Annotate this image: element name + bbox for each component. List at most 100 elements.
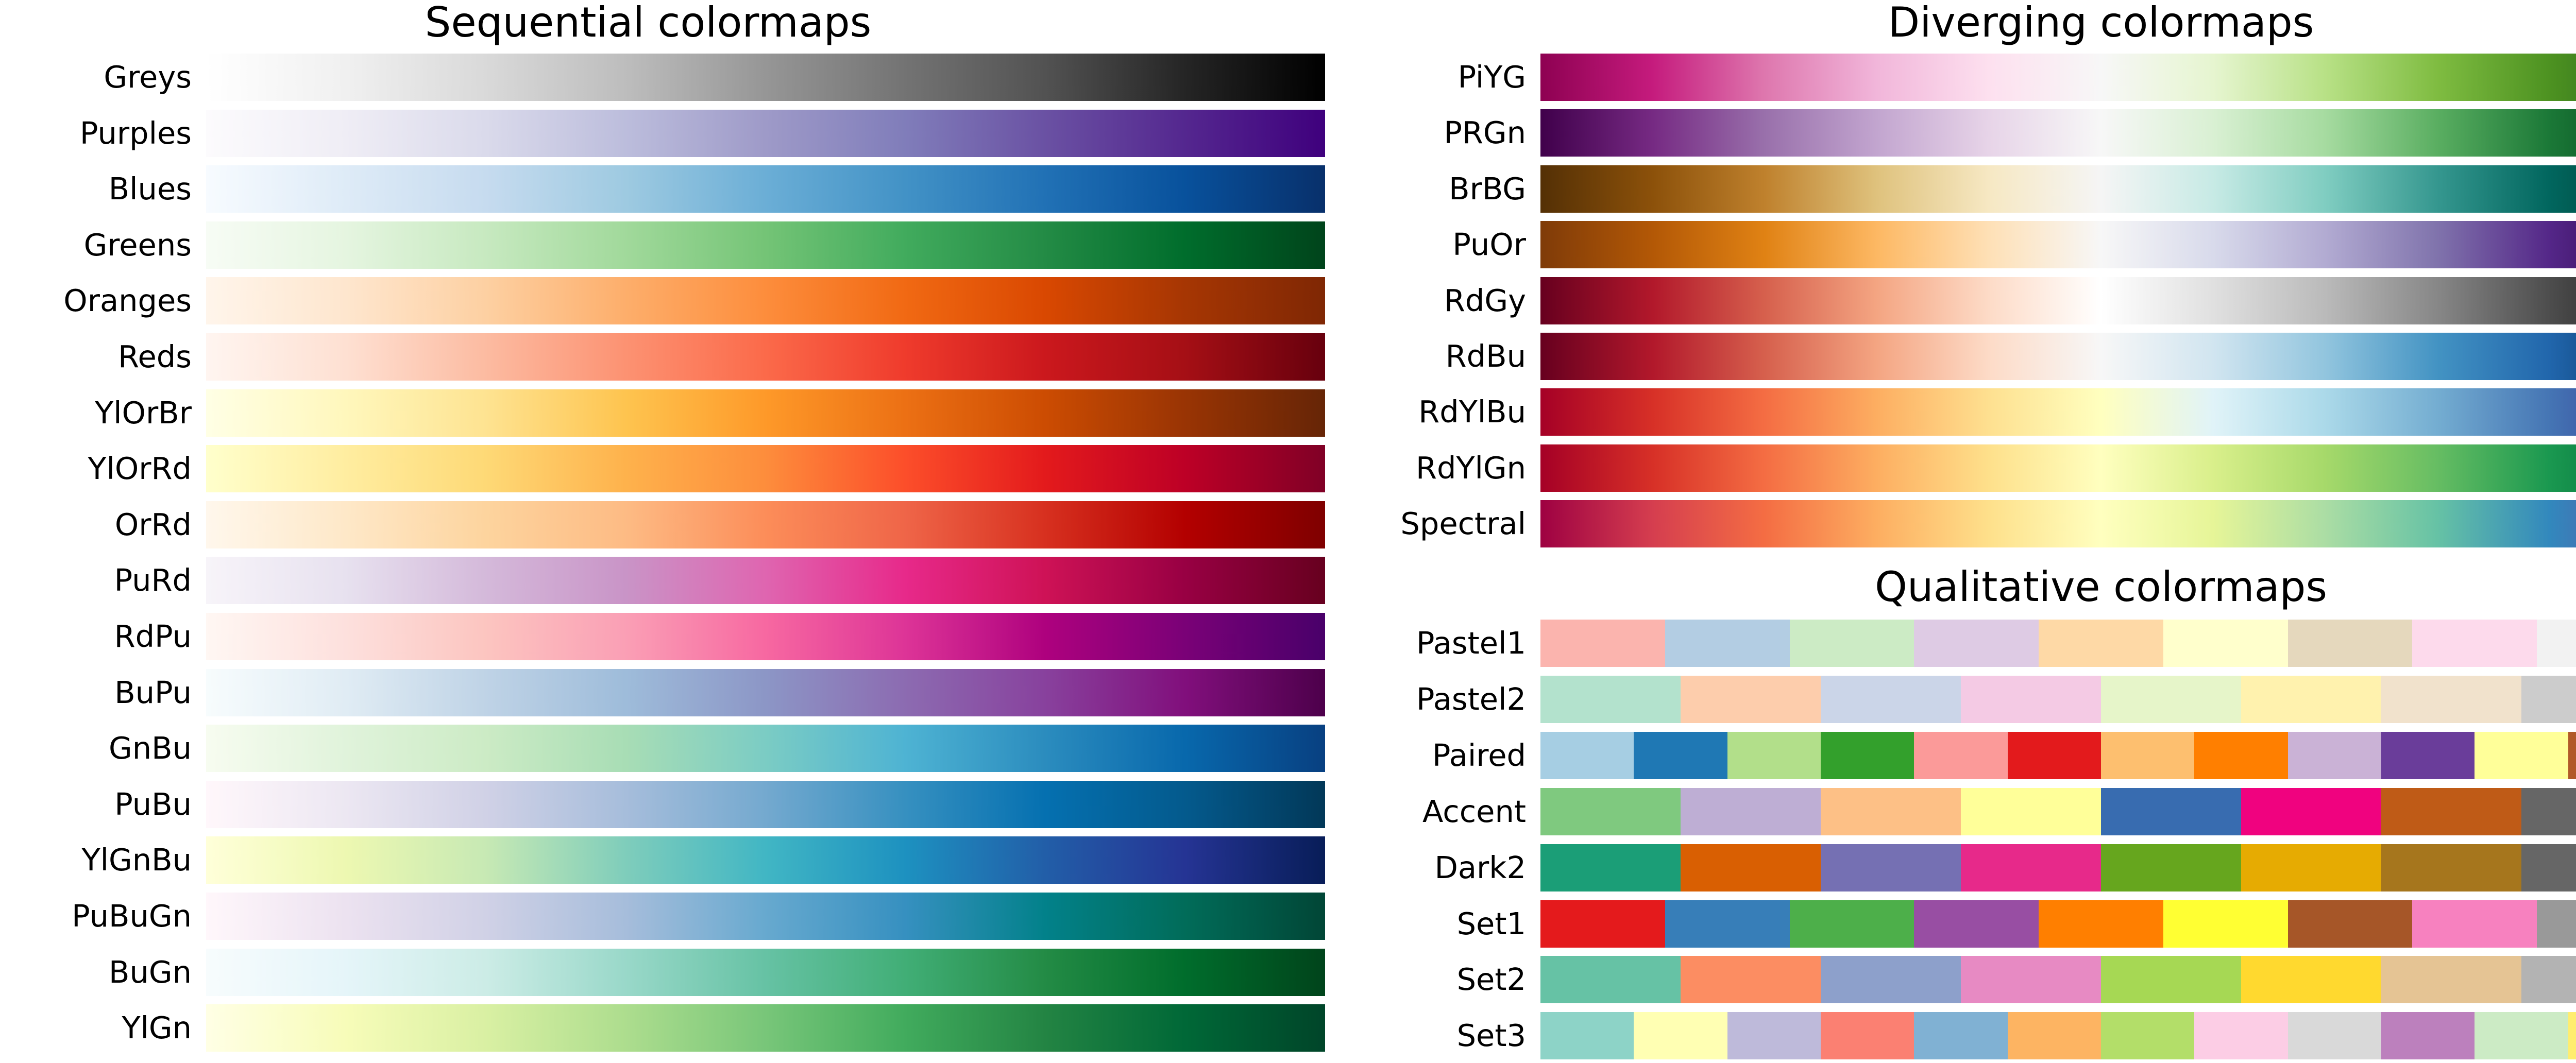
- colormap-row-paired: Paired: [1432, 732, 2576, 779]
- colormap-row-gnbu: GnBu: [109, 725, 1325, 772]
- colormap-swatch: [1789, 620, 1914, 667]
- colormap-swatch: [1961, 844, 2102, 891]
- colormap-row-rdylgn: RdYlGn: [1416, 444, 2576, 492]
- colormap-gradient-bar: [206, 725, 1325, 772]
- colormap-swatch: [1634, 1012, 1728, 1059]
- qualitative-colormaps-title: Qualitative colormaps: [1874, 563, 2328, 611]
- colormap-swatch: [2241, 956, 2382, 1003]
- colormap-swatch: [1540, 956, 1681, 1003]
- colormap-swatch: [2381, 788, 2522, 835]
- colormap-row-rdgy: RdGy: [1444, 277, 2576, 324]
- colormap-swatch: [1821, 1012, 1914, 1059]
- colormap-swatch: [1914, 732, 2008, 779]
- colormap-label: Greys: [104, 59, 192, 95]
- colormap-gradient-bar: [206, 557, 1325, 604]
- colormap-row-pastel1: Pastel1: [1416, 620, 2576, 667]
- colormap-row-pubugn: PuBuGn: [72, 893, 1325, 940]
- colormap-swatch: [2287, 732, 2382, 779]
- colormap-swatch: [2287, 1012, 2382, 1059]
- colormap-label: RdBu: [1445, 338, 1526, 374]
- colormap-swatch: [1681, 676, 1821, 723]
- colormap-swatch: [2381, 676, 2522, 723]
- colormap-label: Paired: [1432, 738, 1526, 773]
- colormap-gradient-bar: [1540, 109, 2576, 157]
- colormap-label: Pastel1: [1416, 625, 1526, 661]
- colormap-gradient-bar: [206, 277, 1325, 324]
- colormap-label: PiYG: [1458, 59, 1526, 95]
- colormap-label: Dark2: [1434, 850, 1526, 885]
- colormap-swatch: [1961, 676, 2102, 723]
- colormap-swatch: [1961, 788, 2102, 835]
- colormap-swatch: [1540, 732, 1634, 779]
- colormap-label: PuRd: [114, 562, 192, 598]
- colormap-label: Greens: [83, 227, 192, 263]
- colormap-swatch: [1914, 900, 2039, 948]
- colormap-gradient-bar: [206, 836, 1325, 884]
- colormap-gradient-bar: [1540, 277, 2576, 324]
- colormap-row-pubu: PuBu: [114, 781, 1325, 828]
- colormap-label: BrBG: [1449, 171, 1526, 207]
- colormap-swatch: [1665, 900, 1790, 948]
- colormap-row-set3: Set3: [1457, 1012, 2576, 1059]
- colormap-row-greys: Greys: [104, 54, 1325, 101]
- colormap-gradient-bar: [1540, 221, 2576, 268]
- colormap-swatch: [1681, 788, 1821, 835]
- colormap-swatch: [2241, 788, 2382, 835]
- colormap-swatch: [2163, 900, 2289, 948]
- colormap-swatch: [1540, 844, 1681, 891]
- colormap-swatch: [2101, 844, 2242, 891]
- colormap-swatch: [2101, 732, 2195, 779]
- colormap-swatch: [2568, 732, 2576, 779]
- colormap-swatch: [2475, 732, 2569, 779]
- colormap-label: Set2: [1456, 962, 1526, 997]
- colormap-swatch: [1540, 900, 1666, 948]
- colormap-row-ylorrd: YlOrRd: [88, 445, 1325, 492]
- colormap-gradient-bar: [206, 781, 1325, 828]
- colormap-row-purd: PuRd: [114, 557, 1325, 604]
- colormap-label: YlOrRd: [88, 451, 192, 486]
- colormap-swatch: [1821, 676, 1961, 723]
- colormap-label: Set3: [1456, 1018, 1526, 1053]
- colormap-gradient-bar: [206, 445, 1325, 492]
- colormap-swatch: [2521, 844, 2576, 891]
- colormap-row-ylgnbu: YlGnBu: [82, 836, 1325, 884]
- colormap-swatch: [2381, 1012, 2475, 1059]
- colormap-label: BuGn: [109, 954, 192, 990]
- colormap-label: PRGn: [1444, 115, 1526, 150]
- colormap-swatch: [2475, 1012, 2569, 1059]
- colormap-swatch: [2007, 1012, 2102, 1059]
- colormap-row-accent: Accent: [1422, 788, 2576, 835]
- colormap-gradient-bar: [206, 333, 1325, 381]
- colormap-swatch: [1821, 956, 1961, 1003]
- colormap-gradient-bar: [1540, 54, 2576, 101]
- colormap-label: Set1: [1456, 906, 1526, 941]
- colormap-swatch: [2194, 1012, 2289, 1059]
- colormap-gradient-bar: [206, 949, 1325, 996]
- colormap-row-set2: Set2: [1457, 956, 2576, 1003]
- colormap-gradient-bar: [206, 893, 1325, 940]
- colormap-swatch: [2241, 844, 2382, 891]
- colormap-swatch: [1540, 676, 1681, 723]
- colormap-label: YlGnBu: [81, 842, 192, 878]
- colormap-swatch: [1727, 732, 1821, 779]
- colormap-label: YlOrBr: [95, 395, 192, 431]
- colormap-swatch: [1961, 956, 2102, 1003]
- colormap-row-dark2: Dark2: [1434, 844, 2576, 891]
- colormap-swatch: [2287, 620, 2413, 667]
- colormap-label: RdGy: [1444, 283, 1526, 318]
- colormap-gradient-bar: [206, 165, 1325, 213]
- colormap-row-rdpu: RdPu: [114, 613, 1325, 660]
- colormap-label: Blues: [108, 171, 192, 207]
- colormap-swatch: [2101, 956, 2242, 1003]
- colormap-row-prgn: PRGn: [1444, 109, 2576, 157]
- colormap-label: Purples: [79, 115, 192, 151]
- colormap-row-ylorbr: YlOrBr: [95, 389, 1325, 437]
- colormap-row-orrd: OrRd: [115, 501, 1325, 548]
- colormap-label: GnBu: [109, 730, 192, 766]
- colormap-label: OrRd: [114, 507, 192, 542]
- colormap-swatch: [2381, 956, 2522, 1003]
- colormap-row-greens: Greens: [84, 221, 1325, 269]
- colormap-swatch: [2381, 732, 2475, 779]
- colormap-label: YlGn: [122, 1010, 192, 1045]
- colormap-swatch: [2194, 732, 2289, 779]
